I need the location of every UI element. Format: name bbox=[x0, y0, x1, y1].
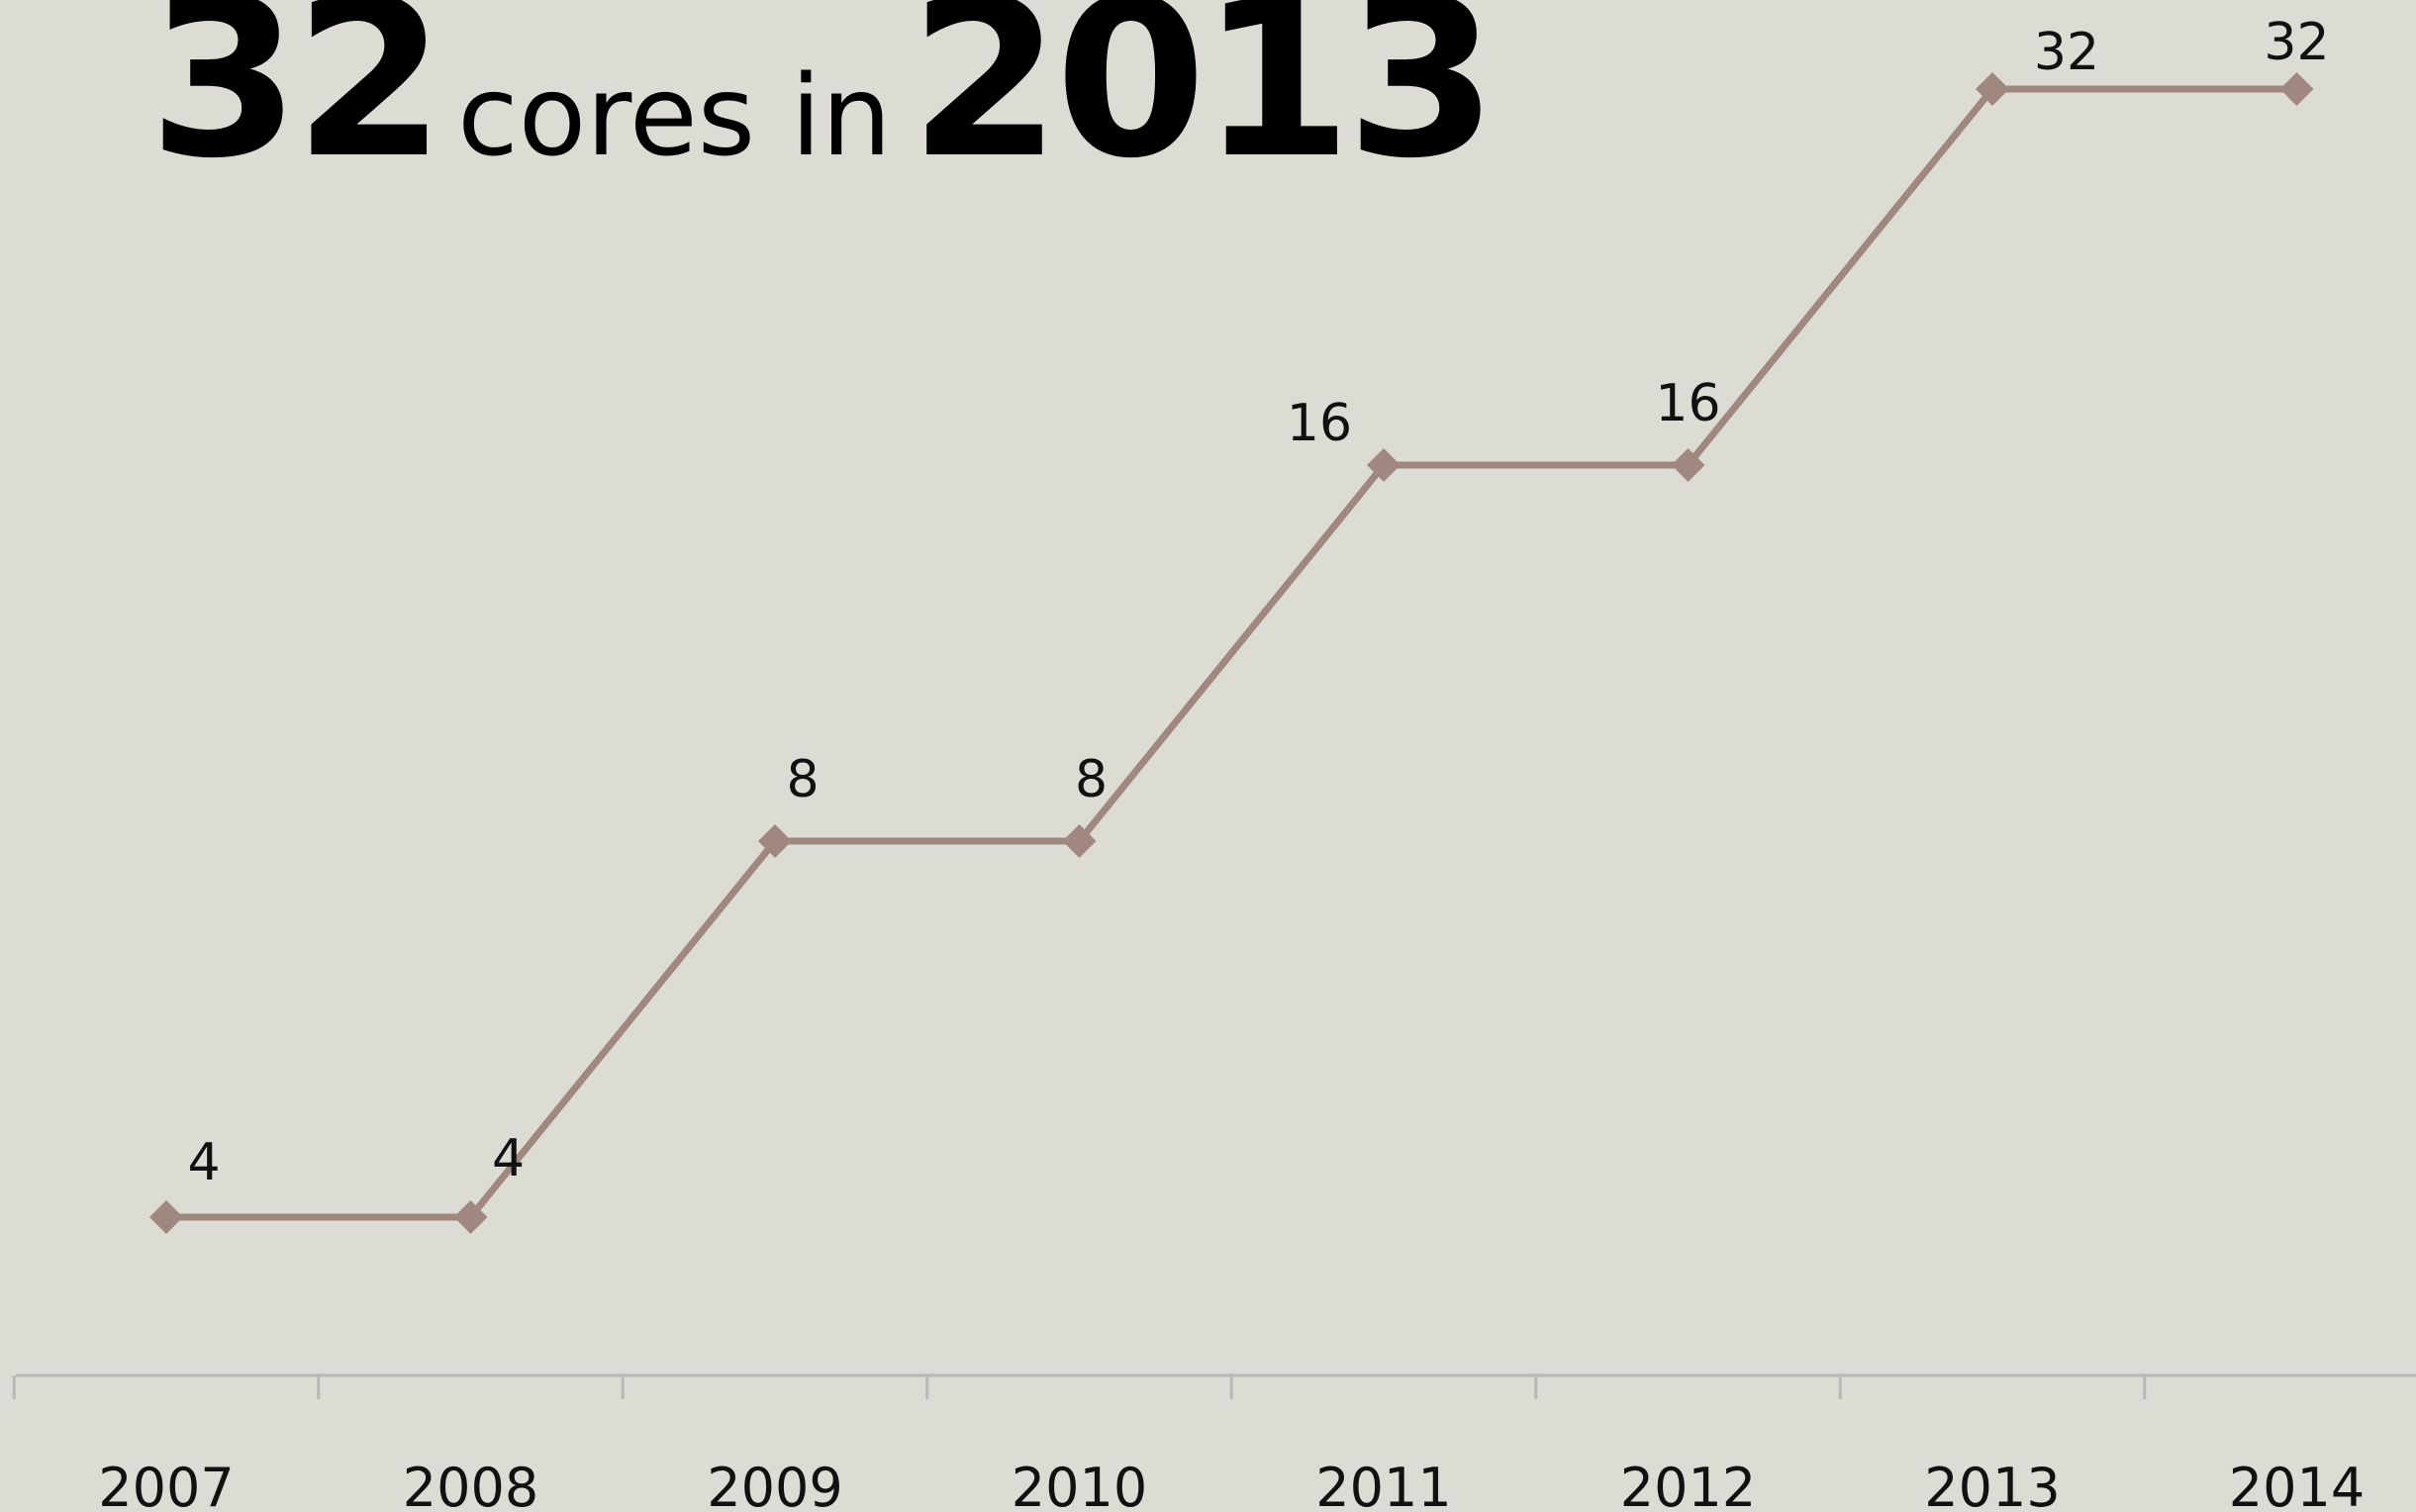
series-group bbox=[149, 72, 2314, 1234]
x-tick-label-2009: 2009 bbox=[707, 1457, 842, 1512]
data-point-2013 bbox=[1976, 72, 2009, 106]
data-label-2010: 8 bbox=[1075, 750, 1108, 809]
data-point-2007 bbox=[149, 1200, 183, 1234]
data-point-2011 bbox=[1367, 448, 1401, 482]
data-point-2008 bbox=[453, 1200, 488, 1234]
x-tick-label-2011: 2011 bbox=[1315, 1457, 1451, 1512]
headline-connector-text: cores in bbox=[457, 52, 892, 181]
x-axis: 2007 2008 2009 2010 2011 2012 2013 2014 bbox=[12, 1373, 2416, 1512]
headline-core-count: 32 bbox=[148, 0, 445, 206]
data-label-2008: 4 bbox=[492, 1129, 525, 1188]
data-point-2010 bbox=[1062, 824, 1097, 858]
data-label-2007: 4 bbox=[187, 1133, 220, 1192]
data-label-2011: 16 bbox=[1287, 394, 1352, 453]
x-tick-label-2007: 2007 bbox=[98, 1457, 234, 1512]
x-tick-label-2013: 2013 bbox=[1924, 1457, 2060, 1512]
slide-headline: 32 cores in2013 bbox=[148, 0, 1498, 188]
x-tick-label-2008: 2008 bbox=[403, 1457, 538, 1512]
x-tick-label-2010: 2010 bbox=[1012, 1457, 1147, 1512]
x-tick-label-2014: 2014 bbox=[2229, 1457, 2365, 1512]
data-label-2014: 32 bbox=[2264, 13, 2329, 72]
data-point-2012 bbox=[1671, 448, 1705, 482]
data-label-2013: 32 bbox=[2034, 23, 2099, 82]
headline-year: 2013 bbox=[909, 0, 1498, 206]
data-label-2009: 8 bbox=[786, 750, 819, 809]
x-tick-label-2012: 2012 bbox=[1620, 1457, 1756, 1512]
series-line bbox=[162, 85, 2300, 1221]
data-label-2012: 16 bbox=[1655, 374, 1720, 433]
data-point-2014 bbox=[2279, 72, 2314, 106]
data-label-group: 4 4 8 8 16 16 32 32 bbox=[187, 13, 2329, 1192]
data-point-2009 bbox=[758, 824, 792, 858]
